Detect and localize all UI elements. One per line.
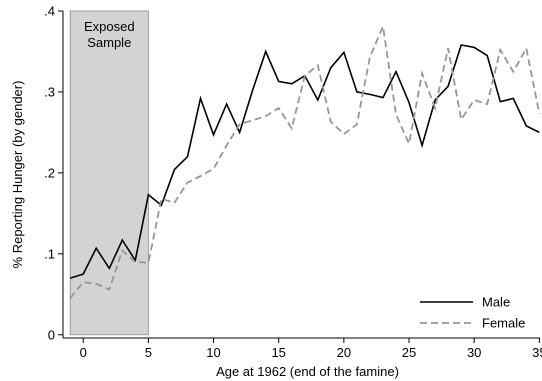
y-tick-label: .1 [44, 246, 55, 261]
legend-label-male: Male [482, 295, 510, 310]
x-tick-label: 10 [206, 345, 220, 360]
x-axis-title: Age at 1962 (end of the famine) [216, 364, 399, 379]
exposed-sample-label-line-2: Sample [87, 35, 131, 50]
legend-label-female: Female [482, 316, 525, 331]
legend: Male Female [420, 295, 525, 331]
exposed-sample-shade [69, 10, 149, 336]
y-axis-ticks: 0 .1 .2 .3 .4 [44, 4, 63, 342]
exposed-sample-label-line-1: Exposed [84, 19, 135, 34]
y-tick-label: .2 [44, 165, 55, 180]
axes [62, 11, 540, 339]
x-tick-label: 0 [80, 345, 87, 360]
series-line-female [69, 23, 541, 299]
x-tick-label: 5 [145, 345, 152, 360]
x-tick-label: 25 [402, 345, 416, 360]
y-axis-title: % Reporting Hunger (by gender) [10, 81, 25, 269]
exposed-sample-region: Exposed Sample [69, 10, 149, 336]
y-tick-label: 0 [48, 327, 55, 342]
x-tick-label: 20 [337, 345, 351, 360]
x-tick-label: 35 [532, 345, 542, 360]
series-lines [69, 23, 541, 299]
y-tick-label: .4 [44, 4, 55, 19]
y-tick-label: .3 [44, 84, 55, 99]
x-tick-label: 15 [271, 345, 285, 360]
x-axis-ticks: 0 5 10 15 20 25 30 35 [80, 338, 542, 360]
x-tick-label: 30 [467, 345, 481, 360]
